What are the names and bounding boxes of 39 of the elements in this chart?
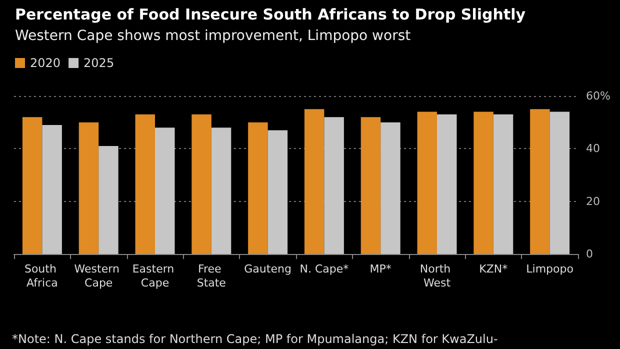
x-tick-label: Gauteng xyxy=(244,262,292,276)
x-tick-label: Eastern Cape xyxy=(132,262,178,290)
bar xyxy=(474,112,494,254)
chart-title: Percentage of Food Insecure South Africans to Drop Slightly xyxy=(15,6,526,24)
bar xyxy=(304,109,324,254)
y-tick-label: 0 xyxy=(586,248,593,260)
bar xyxy=(324,117,344,254)
bar xyxy=(135,114,155,254)
bar xyxy=(360,117,381,254)
bar xyxy=(22,117,42,254)
x-tick-label: Limpopo xyxy=(526,262,574,276)
bar xyxy=(380,122,400,254)
bar xyxy=(42,124,62,254)
x-tick-label: Western Cape xyxy=(74,262,123,290)
x-tick-label: MP* xyxy=(370,262,392,276)
x-tick-label: Free State xyxy=(196,262,226,290)
text: *Note: N. Cape stands for Northern Cape; MP for Mpumalanga; KZN for KwaZulu- xyxy=(12,332,498,346)
bar xyxy=(155,128,175,254)
x-tick-label: South Africa xyxy=(24,262,60,290)
y-tick-label: 20 xyxy=(586,194,600,208)
bar xyxy=(248,122,268,254)
bar xyxy=(493,114,514,254)
legend-label: 2025 xyxy=(84,56,114,70)
bar xyxy=(437,114,457,254)
legend-label: 2020 xyxy=(30,56,61,70)
bar xyxy=(78,122,99,254)
bar xyxy=(98,146,118,254)
x-tick-label: KZN* xyxy=(479,262,508,276)
bar xyxy=(550,112,570,254)
bar xyxy=(417,112,437,254)
bar xyxy=(268,130,288,254)
chart-subtitle: Western Cape shows most improvement, Limpopo worst xyxy=(15,28,412,44)
bar xyxy=(192,114,212,254)
x-tick-label: North West xyxy=(420,262,454,290)
y-tick-label: 60% xyxy=(586,90,610,102)
bar xyxy=(211,128,232,254)
y-tick-label: 40 xyxy=(586,142,600,156)
x-tick-label: N. Cape* xyxy=(300,262,350,276)
bar xyxy=(530,109,550,254)
